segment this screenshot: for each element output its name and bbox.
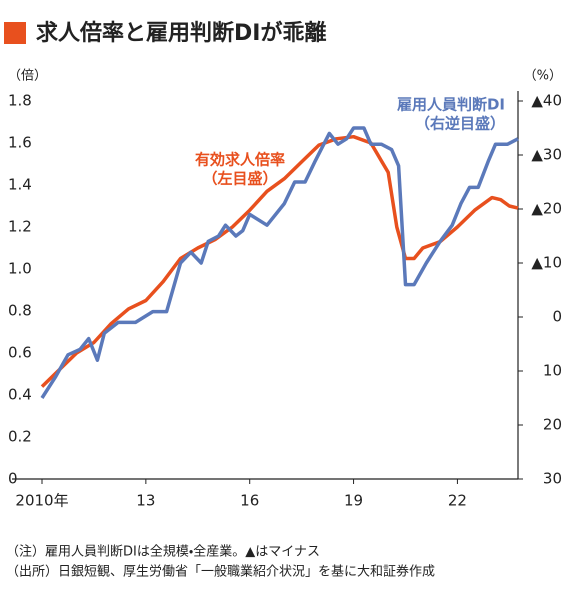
y2-tick-label: 10 [543,362,562,380]
note: （注）雇用人員判断DIは全規模・全産業。▲はマイナス [6,544,320,560]
y-tick-label: 0.4 [8,386,32,404]
y2-tick-label: 20 [543,416,562,434]
y-tick-label: 1.4 [8,176,32,194]
x-tick-label: 19 [344,492,363,510]
y2-tick-label: ▲40 [531,92,562,110]
y-axis-label: （倍） [8,69,47,84]
y2-tick-label: 0 [552,308,562,326]
note: （出所）日銀短観、厚生労働省「一般職業紹介状況」を基に大和証券作成 [6,564,435,580]
annotation: （左目盛） [202,170,277,188]
annotation: （右逆目盛） [415,115,505,133]
y-tick-label: 0.6 [8,344,32,362]
y2-tick-label: ▲20 [531,200,562,218]
y-tick-label: 1.8 [8,92,32,110]
y2-tick-label: 30 [543,470,562,488]
y-tick-label: 1.6 [8,134,32,152]
y2-tick-label: ▲30 [531,146,562,164]
annotation: 有効求人倍率 [195,151,285,169]
y-tick-label: 0.2 [8,428,32,446]
y-tick-label: 1.0 [8,260,32,278]
x-tick-label: 22 [448,492,467,510]
x-tick-label: 2010年 [15,492,68,510]
series-line [40,126,519,399]
series-line [40,134,519,388]
chart-title: 求人倍率と雇用判断DIが乖離 [36,20,326,46]
x-tick-label: 13 [136,492,155,510]
y2-tick-label: ▲10 [531,254,562,272]
y-tick-label: 1.2 [8,218,32,236]
x-tick-label: 16 [240,492,259,510]
y2-axis-label: （%） [524,69,562,84]
y-tick-label: 0.8 [8,302,32,320]
title-marker [4,22,26,44]
annotation: 雇用人員判断DI [397,96,505,114]
